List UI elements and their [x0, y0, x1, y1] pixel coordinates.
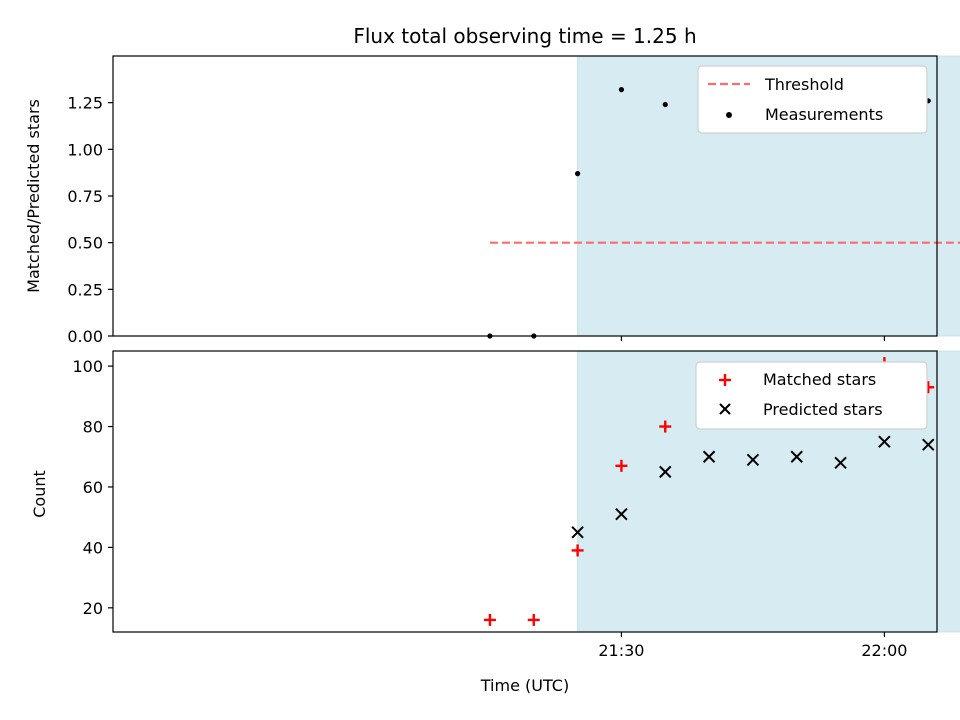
legend-predicted-label: Predicted stars	[763, 400, 883, 419]
measurement-point	[662, 101, 668, 108]
measurement-point	[618, 87, 625, 93]
y-tick-label: 0.75	[67, 187, 103, 206]
top-panel: 0.00 0.25 0.50 0.75 1.00 1.25 Matched/Predict…	[24, 55, 960, 346]
legend-threshold-label: Threshold	[764, 75, 844, 94]
legend-measurements-label: Measurements	[765, 105, 883, 124]
y-tick-label: 1.00	[67, 140, 103, 159]
predicted-star-point	[878, 435, 891, 448]
predicted-star-point	[746, 453, 760, 466]
predicted-star-point	[615, 507, 628, 521]
matched-star-point	[659, 420, 672, 433]
legend-matched-swatch	[719, 374, 731, 386]
y-tick-label: 80	[83, 418, 103, 437]
y-tick-label: 0.00	[67, 327, 103, 346]
y-tick-label: 0.50	[67, 234, 103, 253]
x-axis-label: Time (UTC)	[480, 676, 569, 695]
chart-title: Flux total observing time = 1.25 h	[353, 24, 696, 48]
bottom-plot-frame	[112, 350, 938, 633]
predicted-star-point	[790, 450, 803, 463]
matched-star-point	[527, 613, 540, 626]
predicted-star-point	[702, 450, 716, 463]
bottom-y-axis-label: Count	[30, 470, 49, 518]
legend-measurements-swatch	[726, 112, 732, 118]
matched-star-point	[483, 613, 496, 626]
legend-predicted-swatch	[719, 403, 731, 415]
bottom-legend-box	[695, 361, 928, 430]
predicted-star-point	[834, 456, 847, 470]
measurement-point	[574, 171, 581, 177]
top-y-axis-label: Matched/Predicted stars	[24, 99, 43, 293]
top-legend: Threshold Measurements	[697, 65, 928, 134]
y-tick-label: 0.25	[67, 280, 103, 299]
matched-star-point	[571, 544, 584, 557]
y-tick-label: 40	[83, 538, 103, 557]
y-tick-label: 20	[83, 599, 103, 618]
top-plot-frame	[112, 55, 938, 337]
y-tick-label: 1.25	[67, 94, 103, 113]
predicted-star-point	[571, 526, 584, 539]
predicted-star-point	[922, 438, 935, 451]
y-tick-label: 60	[83, 478, 103, 497]
predicted-stars-series	[571, 435, 935, 539]
y-tick-label: 100	[72, 357, 103, 376]
x-tick-label: 21:30	[598, 641, 644, 660]
top-x-axis-ticks	[620, 336, 886, 341]
bottom-legend: Matched stars Predicted stars	[695, 361, 928, 430]
legend-matched-label: Matched stars	[763, 370, 876, 389]
bottom-y-axis-ticks: 20 40 60 80 100	[72, 357, 113, 618]
x-tick-label: 22:00	[861, 641, 907, 660]
predicted-star-point	[659, 465, 672, 479]
top-y-axis-ticks: 0.00 0.25 0.50 0.75 1.00 1.25	[67, 94, 113, 346]
matched-star-point	[615, 459, 628, 472]
top-legend-box	[697, 65, 928, 134]
